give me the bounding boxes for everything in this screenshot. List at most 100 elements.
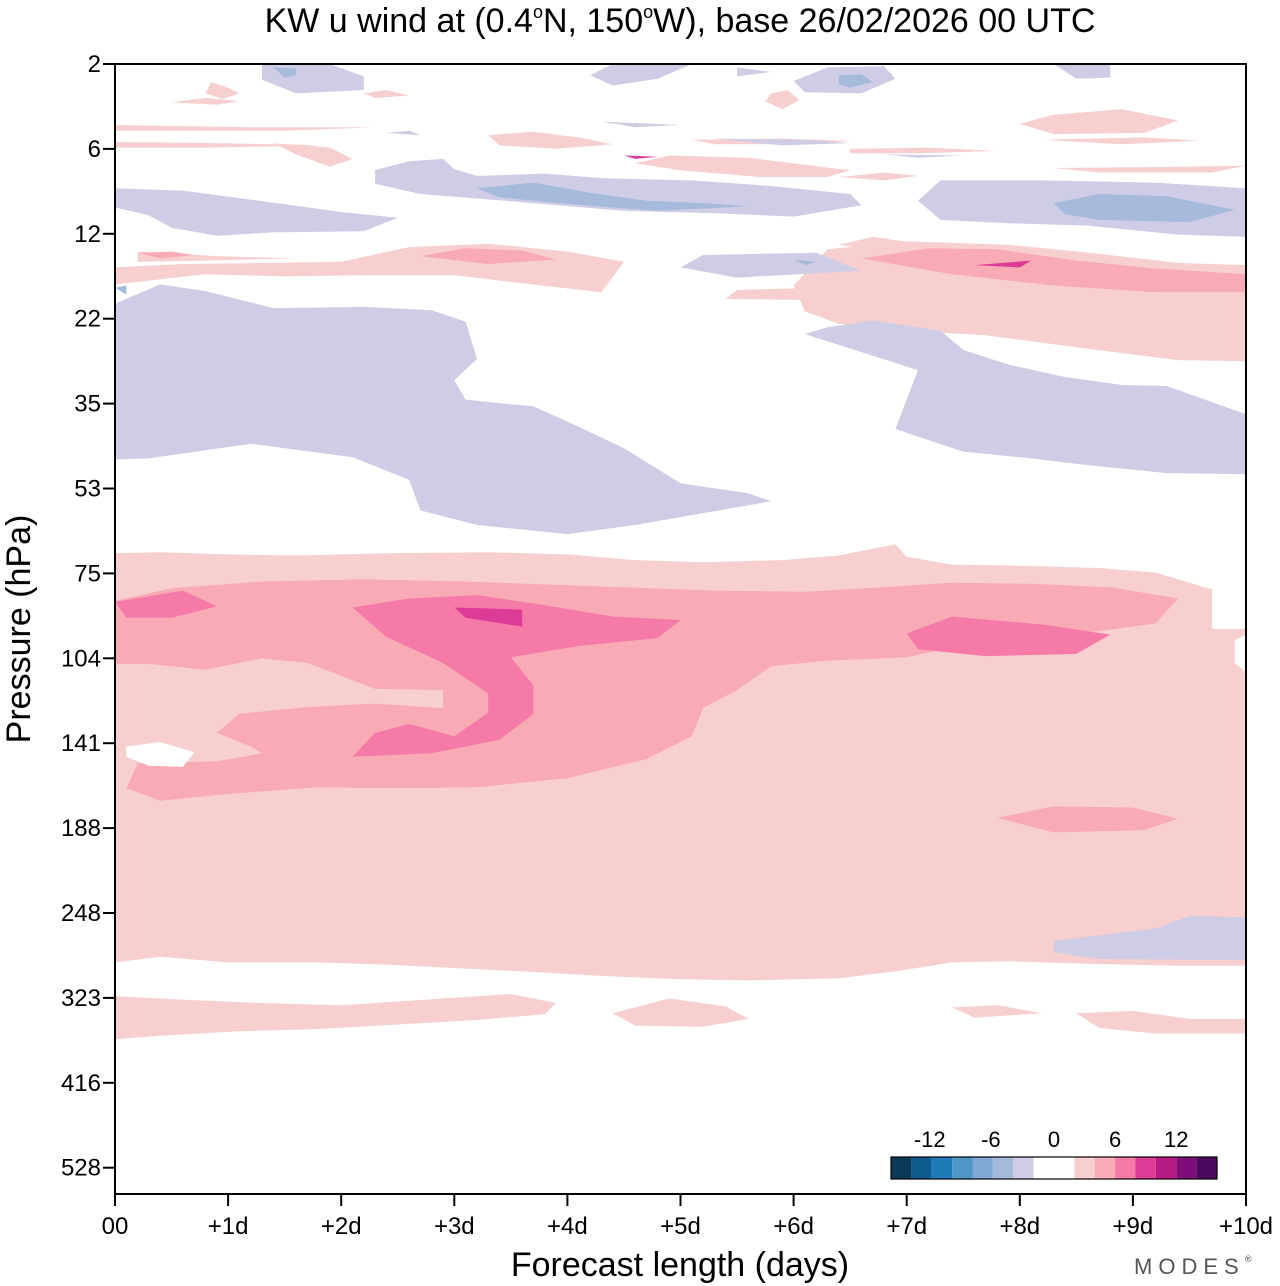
contour-region-pos-19	[115, 142, 330, 148]
y-axis: 2 6 12 22 35 53 75 104 141 188 248 323 416 528	[61, 51, 115, 1182]
contour-region-pos-49	[137, 251, 195, 259]
x-axis-label: Forecast length (days)	[511, 1246, 849, 1284]
contour-region-pos-13	[1042, 137, 1201, 145]
contour-region-pos-17	[838, 236, 930, 252]
colorbar-swatch	[1196, 1157, 1217, 1179]
contour-region-pos-8	[205, 82, 240, 99]
y-axis-label: Pressure (hPa)	[0, 515, 38, 744]
contour-region-pos-52	[906, 616, 1111, 657]
y-tick-label: 35	[74, 391, 101, 418]
colorbar-label: 0	[1048, 1127, 1060, 1152]
colorbar-swatch	[1094, 1157, 1116, 1179]
colorbar-swatch	[1155, 1157, 1177, 1179]
contour-fills	[115, 64, 1246, 1040]
contour-region-neg-31	[1053, 916, 1246, 961]
colorbar-label: 12	[1164, 1127, 1188, 1152]
contour-region-neg-40	[284, 351, 387, 371]
contour-region-pos-7	[1019, 109, 1179, 135]
contour-region-neg-34	[590, 64, 692, 86]
contour-region-pos-11	[635, 155, 851, 177]
contour-region-pos-5	[115, 243, 624, 293]
contour-region-neg-32	[115, 188, 398, 236]
title-degree-2: o	[643, 2, 653, 22]
contour-region-pos-16	[838, 172, 918, 181]
x-tick-label: +8d	[999, 1213, 1040, 1240]
x-tick-label: +2d	[321, 1213, 362, 1240]
colorbar-swatch	[1074, 1157, 1095, 1179]
y-tick-label: 2	[88, 51, 101, 78]
y-tick-label: 248	[61, 900, 101, 927]
contour-hole-1	[1234, 634, 1246, 672]
colorbar-label: -6	[981, 1127, 1001, 1152]
contour-region-neg-42	[714, 138, 851, 146]
contour-region-pos-25	[1076, 1010, 1246, 1034]
contour-hole-0	[126, 742, 195, 767]
contour-region-pos-46	[997, 806, 1179, 833]
contour-region-neg-57	[793, 259, 817, 266]
contour-region-pos-10	[488, 131, 613, 149]
colorbar-swatch	[911, 1157, 932, 1179]
contour-region-neg-43	[884, 154, 964, 158]
contour-region-neg-55	[273, 67, 296, 78]
plot-area	[114, 63, 1247, 1195]
x-tick-label: +9d	[1113, 1213, 1154, 1240]
contour-region-pos-47	[420, 248, 557, 264]
contour-region-pos-4	[612, 998, 749, 1027]
contour-region-pos-14	[273, 143, 353, 167]
contour-region-pos-48	[861, 248, 1246, 293]
x-tick-label: +10d	[1219, 1213, 1273, 1240]
contour-region-pos-2	[777, 784, 812, 851]
contour-region-neg-39	[680, 252, 862, 278]
contour-region-pos-26	[1053, 165, 1246, 173]
contour-region-pos-18	[115, 125, 376, 131]
title-part-3: W), base 26/02/2026 00 UTC	[653, 2, 1095, 40]
colorbar-swatch	[1054, 1157, 1075, 1179]
x-tick-label: 00	[102, 1213, 129, 1240]
x-tick-label: +3d	[434, 1213, 475, 1240]
title-part-1: KW u wind at (0.4	[265, 2, 533, 40]
contour-region-pos-24	[951, 1005, 1043, 1018]
contour-region-neg-54	[1053, 194, 1235, 223]
y-tick-label: 104	[61, 645, 101, 672]
contour-region-pos-3	[115, 994, 557, 1040]
y-tick-label: 416	[61, 1070, 101, 1097]
contour-region-pos-59	[454, 607, 523, 627]
contour-region-pos-23	[363, 90, 410, 98]
y-tick-label: 188	[61, 815, 101, 842]
contour-region-pos-9	[765, 90, 800, 110]
contour-region-pos-51	[352, 595, 681, 757]
y-tick-label: 22	[74, 306, 101, 333]
colorbar-swatch	[952, 1157, 973, 1179]
title-degree-1: o	[533, 2, 543, 22]
brand-registered: ®	[1245, 1254, 1252, 1264]
contour-region-neg-38	[601, 121, 681, 128]
x-axis: 00 +1d +2d +3d +4d +5d +6d +7d +8d +9d +10d	[102, 1194, 1273, 1240]
contour-region-pos-61	[624, 155, 658, 159]
x-tick-label: +4d	[547, 1213, 588, 1240]
colorbar-swatch	[972, 1157, 993, 1179]
colorbar-swatch	[1013, 1157, 1034, 1179]
y-tick-label: 141	[61, 730, 101, 757]
contour-region-neg-36	[1053, 64, 1111, 79]
colorbar-swatch	[891, 1157, 912, 1179]
contour-region-neg-30	[804, 320, 1246, 475]
colorbar-frame	[890, 1156, 1218, 1180]
contour-region-pos-50	[115, 590, 217, 618]
contour-region-neg-37	[737, 67, 771, 77]
title-part-2: N, 150	[543, 2, 643, 40]
x-tick-label: +7d	[886, 1213, 927, 1240]
colorbar-swatch	[992, 1157, 1014, 1179]
x-tick-label: +1d	[208, 1213, 249, 1240]
y-tick-label: 528	[61, 1155, 101, 1182]
x-tick-label: +5d	[660, 1213, 701, 1240]
contour-region-neg-41	[148, 362, 206, 375]
colorbar-label: -12	[914, 1127, 946, 1152]
contour-region-neg-53	[476, 182, 749, 211]
y-tick-label: 75	[74, 560, 101, 587]
colorbar-swatch	[1115, 1157, 1136, 1179]
brand-logo: MODES	[1134, 1254, 1245, 1279]
chart-title: KW u wind at (0.4oN, 150oW), base 26/02/…	[265, 2, 1096, 40]
y-tick-label: 12	[74, 221, 101, 248]
contour-region-neg-27	[375, 158, 862, 217]
